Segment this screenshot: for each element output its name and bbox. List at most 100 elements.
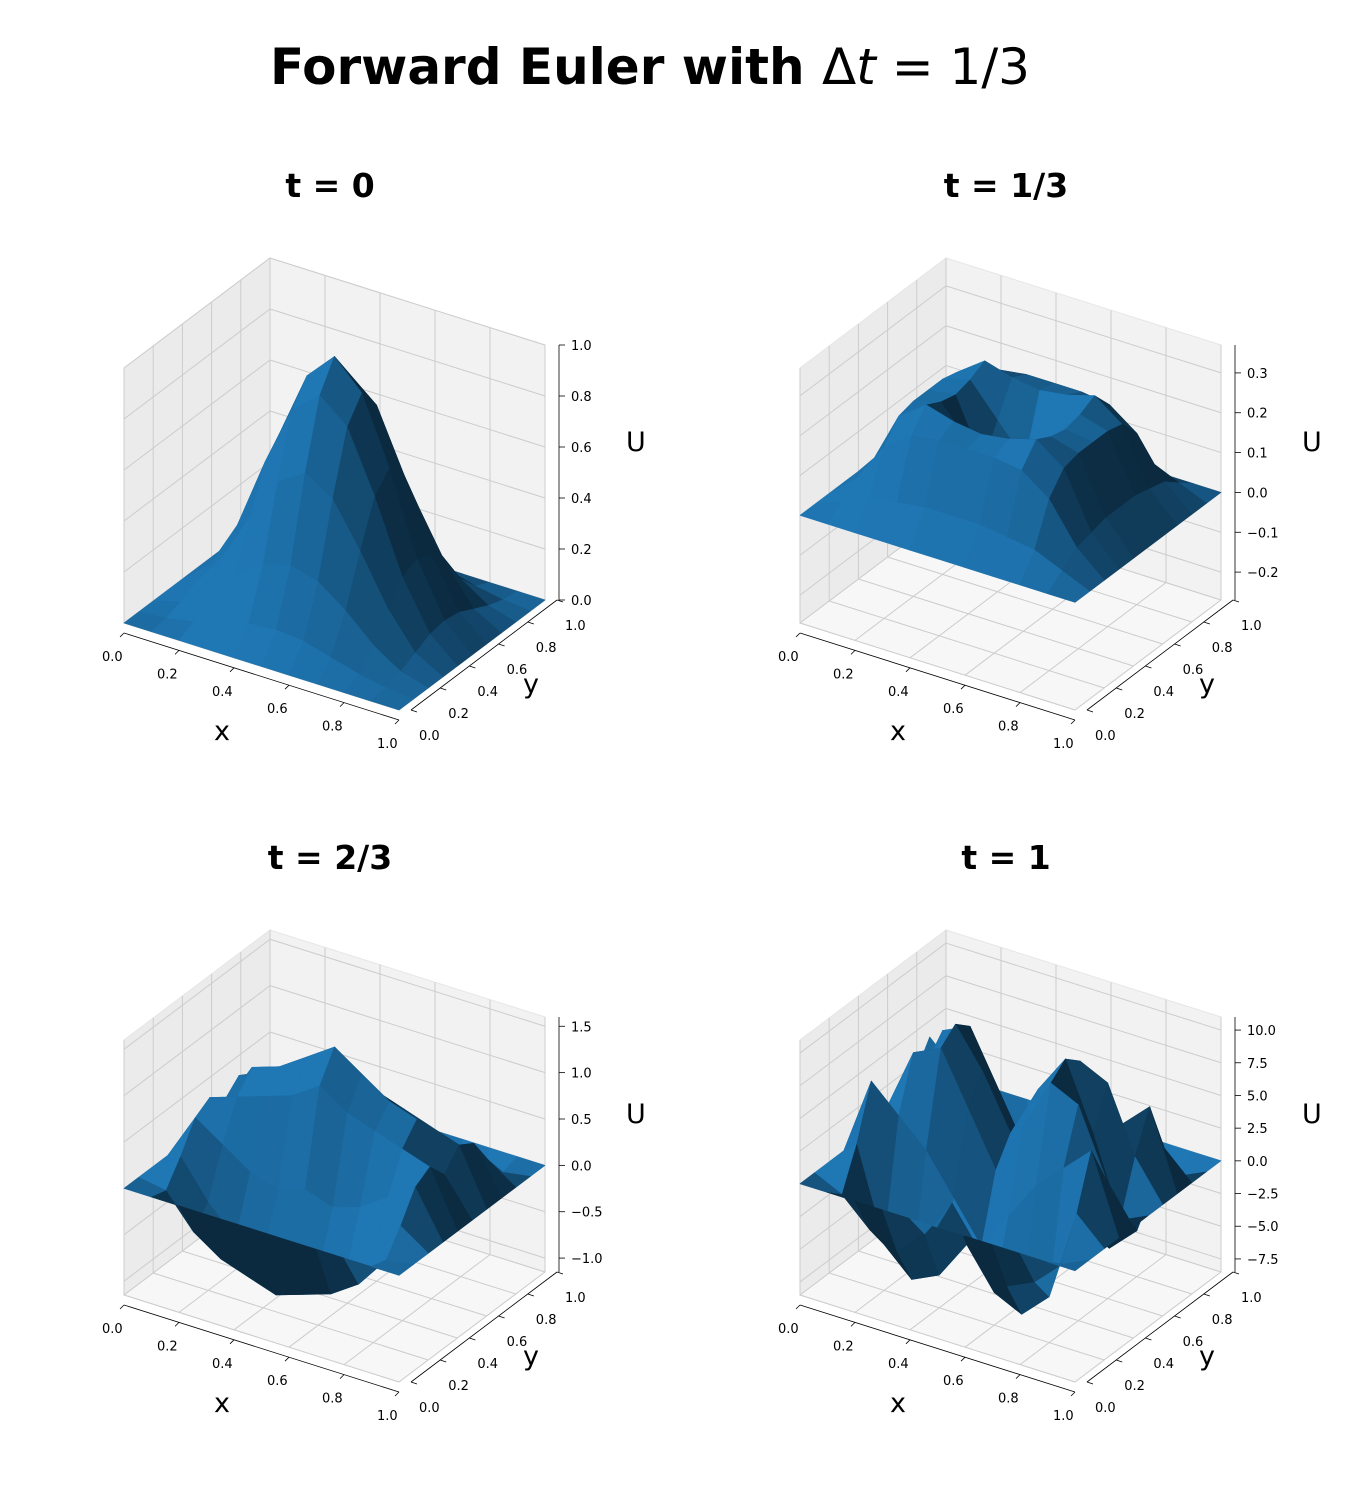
x-tick (229, 667, 235, 673)
floor-gridline-y (829, 1272, 1105, 1361)
z-axis-label: U (626, 427, 646, 458)
x-tick (119, 632, 125, 638)
y-axis-line (410, 599, 558, 711)
z-tick-label: 10.0 (1247, 1024, 1276, 1039)
x-tick-label: 0.0 (102, 650, 123, 665)
x-tick-label: 0.6 (267, 702, 288, 717)
figure-title-var: t (856, 38, 876, 96)
x-tick-label: 0.8 (998, 720, 1019, 735)
x-tick-label: 0.4 (888, 1357, 909, 1372)
floor-gridline-y (799, 622, 1076, 711)
side-gridline-z (123, 1031, 271, 1143)
back-gridline-z (945, 942, 1222, 1031)
x-tick-label: 0.4 (888, 685, 909, 700)
x-tick-label: 0.6 (943, 702, 964, 717)
figure-title-suffix: = 1/3 (875, 38, 1030, 96)
x-tick-label: 0.0 (778, 1322, 799, 1337)
y-axis-line (1086, 1271, 1234, 1383)
z-tick-label: −7.5 (1247, 1253, 1279, 1268)
y-tick (1203, 621, 1210, 625)
floor-gridline-x (1074, 1271, 1222, 1383)
y-tick (410, 1381, 418, 1385)
y-axis-label: y (523, 669, 539, 700)
z-tick-label: −0.2 (1247, 566, 1279, 581)
z-tick-label: 0.3 (1247, 367, 1268, 382)
x-axis-label: x (214, 716, 230, 747)
back-gridline-z (269, 938, 546, 1027)
subplot-title: t = 2/3 (267, 838, 393, 877)
x-axis-label: x (214, 1388, 230, 1419)
surface-facet (371, 687, 414, 711)
y-tick (1145, 665, 1152, 669)
y-axis-label: y (1199, 669, 1215, 700)
z-tick-label: 0.4 (571, 492, 592, 507)
back-gridline-z (269, 1031, 546, 1120)
x-tick (795, 632, 801, 638)
x-tick (119, 1304, 125, 1310)
y-tick (440, 1359, 447, 1363)
x-tick (339, 1374, 345, 1379)
x-axis-label: x (890, 1388, 906, 1419)
y-tick (1174, 1315, 1181, 1319)
z-tick-label: 0.2 (1247, 407, 1268, 422)
x-tick (284, 1356, 290, 1362)
x-tick-label: 0.2 (157, 1339, 178, 1354)
floor-gridline-x (1074, 599, 1222, 711)
x-tick-label: 0.8 (322, 720, 343, 735)
y-tick (1116, 1359, 1123, 1363)
floor-gridline-x (343, 1254, 491, 1365)
x-tick-label: 0.0 (778, 650, 799, 665)
x-axis-line (123, 632, 400, 721)
y-tick (1232, 599, 1240, 603)
x-tick-label: 0.2 (833, 1339, 854, 1354)
y-tick-label: 0.6 (507, 1335, 528, 1350)
y-tick-label: 0.6 (507, 663, 528, 678)
z-tick-label: 0.5 (571, 1113, 592, 1128)
x-tick-label: 1.0 (377, 737, 398, 752)
back-gridline-z (269, 985, 546, 1074)
z-tick-label: 0.0 (571, 1159, 592, 1174)
back-gridline-z (945, 1007, 1222, 1096)
z-tick-label: 1.5 (571, 1020, 592, 1035)
subplot-title: t = 1/3 (943, 166, 1069, 205)
y-tick (527, 1293, 534, 1297)
z-tick-label: 0.1 (1247, 447, 1268, 462)
side-gridline-z (123, 985, 271, 1097)
back-gridline-z (945, 325, 1222, 414)
surface-plot-t1: 0.0 0.2 0.4 0.6 0.8 1.0 0.0 0.2 0.4 0.6 0.8 1.0 −7.5… (778, 928, 1322, 1424)
floor-gridline-y (182, 1250, 458, 1339)
x-tick (339, 702, 345, 707)
x-tick (284, 684, 290, 690)
floor-gridline-y (153, 1272, 429, 1361)
x-tick (795, 1304, 801, 1310)
floor-gridline-y (858, 578, 1134, 667)
y-tick-label: 0.8 (536, 641, 557, 656)
z-tick-label: −5.0 (1247, 1220, 1279, 1235)
floor-gridline-y (887, 556, 1163, 645)
y-tick-label: 0.2 (448, 707, 469, 722)
x-tick-label: 1.0 (377, 1409, 398, 1424)
z-tick-label: 2.5 (1247, 1122, 1268, 1137)
y-tick (498, 1315, 505, 1319)
z-tick-label: 1.0 (571, 1067, 592, 1082)
x-tick (850, 650, 856, 655)
y-tick-label: 0.8 (1212, 1313, 1233, 1328)
surface-plot-t0: 0.0 0.2 0.4 0.6 0.8 1.0 0.0 0.2 0.4 0.6 0.8 1.0 0.0 0… (102, 256, 646, 752)
y-axis-line (410, 1271, 558, 1383)
side-gridline-z (123, 461, 271, 573)
y-tick-label: 1.0 (1241, 619, 1262, 634)
side-gridline-z (123, 938, 271, 1050)
back-gridline-z (269, 308, 546, 397)
x-tick-label: 0.2 (833, 667, 854, 682)
x-tick (1070, 1391, 1076, 1397)
z-tick-label: −0.5 (571, 1206, 603, 1221)
floor-gridline-x (1019, 582, 1167, 693)
y-tick-label: 0.2 (1124, 707, 1145, 722)
back-gridline-z (945, 285, 1222, 374)
z-tick-label: 0.0 (571, 594, 592, 609)
floor-gridline-y (123, 1294, 400, 1383)
y-tick (1145, 1337, 1152, 1341)
z-tick-label: −0.1 (1247, 526, 1279, 541)
x-tick (1015, 1374, 1021, 1379)
x-tick (960, 1356, 966, 1362)
